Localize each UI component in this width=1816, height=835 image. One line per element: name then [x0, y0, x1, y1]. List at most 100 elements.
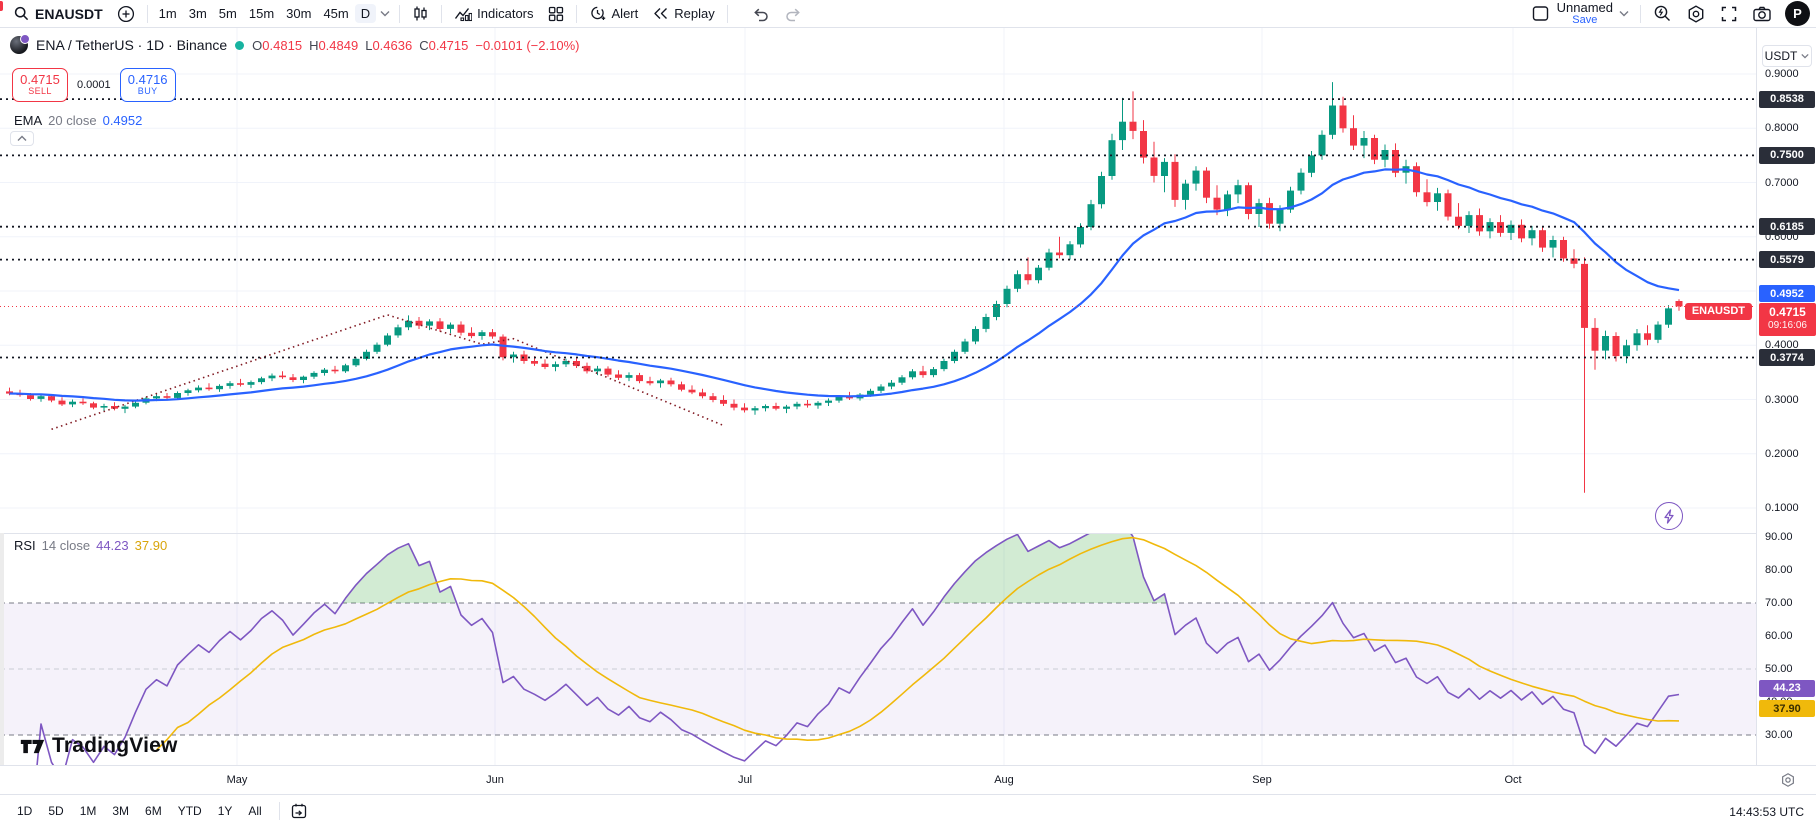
fullscreen-button[interactable]	[1713, 3, 1745, 25]
toolbar-separator	[399, 4, 401, 23]
rsi-axis-label: 90.00	[1765, 531, 1793, 543]
undo-icon	[752, 6, 770, 22]
timeframe-30m[interactable]: 30m	[286, 6, 312, 21]
rsi-pane-svg[interactable]	[0, 533, 1756, 765]
bar-countdown: 09:16:06	[1768, 320, 1807, 332]
indicators-icon	[454, 6, 473, 22]
currency-label: USDT	[1764, 49, 1798, 63]
quick-search-icon	[1653, 4, 1672, 23]
range-ytd[interactable]: YTD	[177, 804, 202, 818]
toolbar-separator	[726, 4, 728, 23]
rsi-axis-label: 80.00	[1765, 564, 1793, 576]
range-3m[interactable]: 3M	[112, 804, 130, 818]
timeframe-15m[interactable]: 15m	[248, 6, 275, 21]
redo-button[interactable]	[777, 4, 809, 24]
high-value: 0.4849	[318, 37, 359, 53]
rsi-value: 44.23	[96, 538, 129, 553]
range-1d[interactable]: 1D	[17, 804, 33, 818]
go-to-date-button[interactable]	[290, 802, 308, 820]
rsi-axis-label: 60.00	[1765, 630, 1793, 642]
chart-style-button[interactable]	[405, 3, 436, 24]
time-axis-label-may: May	[226, 774, 248, 786]
timeframe-active[interactable]: D	[354, 4, 377, 23]
settings-button[interactable]	[1679, 2, 1713, 26]
time-axis[interactable]: May Jun Jul Aug Sep Oct	[0, 765, 1816, 794]
open-value: 0.4815	[262, 37, 303, 53]
range-1y[interactable]: 1Y	[217, 804, 233, 818]
range-5d[interactable]: 5D	[48, 804, 64, 818]
pane-separator[interactable]	[0, 533, 1756, 534]
price-scale[interactable]: USDT 0.4952 0.4715 09:16:06 0.9000 0.8000…	[1756, 28, 1816, 765]
chart-area[interactable]: ENA / TetherUS · 1D · Binance O0.4815 H0…	[0, 28, 1816, 765]
price-axis-label: 0.7000	[1765, 176, 1799, 189]
alert-button[interactable]: Alert	[582, 3, 646, 25]
range-6m[interactable]: 6M	[145, 804, 162, 818]
replay-button[interactable]: Replay	[645, 4, 721, 23]
replay-rewind-icon	[652, 6, 669, 21]
level-price-badge: 0.8538	[1759, 90, 1815, 108]
rsi-params: 14 close	[41, 538, 91, 553]
toolbar-left: ENAUSDT 1m 3m 5m 15m 30m 45m D Indicators	[6, 3, 809, 25]
time-axis-label-oct: Oct	[1504, 774, 1522, 786]
timeframe-1m[interactable]: 1m	[158, 6, 177, 21]
symbol-search-button[interactable]: ENAUSDT	[6, 3, 110, 24]
indicators-label: Indicators	[477, 6, 534, 21]
close-value: 0.4715	[428, 37, 469, 53]
symbol-name: ENAUSDT	[35, 5, 103, 22]
rsi-value-badge: 37.90	[1759, 700, 1815, 718]
toolbar-separator	[278, 802, 280, 820]
range-all[interactable]: All	[248, 804, 262, 818]
price-pane-svg[interactable]	[0, 28, 1756, 533]
utc-clock[interactable]: 14:43:53 UTC	[1729, 805, 1804, 819]
sell-price: 0.4715	[20, 71, 60, 87]
save-layout-label[interactable]: Save	[1572, 13, 1598, 26]
lightning-circle-button[interactable]	[1655, 502, 1683, 530]
rsi-axis-label: 70.00	[1765, 597, 1793, 609]
timeframe-3m[interactable]: 3m	[188, 6, 207, 21]
rsi-legend[interactable]: RSI 14 close 44.23 37.90	[12, 538, 170, 553]
alert-label: Alert	[611, 6, 639, 21]
range-1m[interactable]: 1M	[79, 804, 97, 818]
layout-name: Unnamed	[1556, 0, 1613, 15]
camera-icon	[1752, 5, 1772, 23]
toolbar-separator	[575, 4, 577, 23]
currency-chevron-down-icon	[1801, 53, 1809, 59]
timeframe-chevron-down-icon[interactable]	[380, 10, 390, 17]
price-axis-label: 0.9000	[1765, 68, 1799, 80]
rsi-ma-value: 37.90	[134, 538, 168, 553]
indicator-templates-button[interactable]	[541, 4, 571, 24]
high-label: H	[309, 37, 319, 53]
spread-value: 0.0001	[74, 79, 114, 91]
buy-button[interactable]: 0.4716 BUY	[119, 68, 176, 102]
layout-square-icon	[1531, 5, 1550, 22]
indicators-button[interactable]: Indicators	[447, 4, 540, 24]
redo-icon	[784, 6, 802, 22]
price-axis-label: 0.2000	[1765, 447, 1799, 460]
timeframe-5m[interactable]: 5m	[218, 6, 237, 21]
trade-panel: 0.4715 SELL 0.0001 0.4716 BUY	[12, 68, 176, 102]
rsi-axis-label: 30.00	[1765, 729, 1793, 741]
timeframe-buttons: 1m 3m 5m 15m 30m 45m	[153, 4, 355, 23]
close-label: C	[419, 37, 429, 53]
legend-collapse-button[interactable]	[10, 131, 34, 146]
ema-name: EMA	[14, 113, 43, 128]
time-axis-label-aug: Aug	[994, 774, 1014, 786]
ema-legend[interactable]: EMA 20 close 0.4952	[12, 113, 145, 128]
snapshot-button[interactable]	[1745, 3, 1779, 25]
layout-name-menu[interactable]: Unnamed Save	[1557, 1, 1613, 26]
symbol-title[interactable]: ENA / TetherUS · 1D · Binance	[36, 37, 228, 53]
publish-avatar-button[interactable]: P	[1785, 1, 1810, 26]
layout-chevron-down-icon[interactable]	[1619, 10, 1629, 17]
change-value: −0.0101 (−2.10%)	[475, 37, 580, 53]
sell-button[interactable]: 0.4715 SELL	[12, 68, 68, 102]
time-axis-gear-icon[interactable]	[1780, 772, 1796, 788]
currency-unit-button[interactable]: USDT	[1762, 45, 1812, 67]
undo-button[interactable]	[745, 4, 777, 24]
save-layout-icon-button[interactable]	[1524, 3, 1557, 24]
timeframe-45m[interactable]: 45m	[323, 6, 349, 21]
price-axis-label: 0.1000	[1765, 502, 1799, 514]
quick-search-button[interactable]	[1646, 2, 1679, 25]
replay-label: Replay	[674, 6, 715, 21]
top-toolbar: ENAUSDT 1m 3m 5m 15m 30m 45m D Indicators	[0, 0, 1816, 28]
compare-add-button[interactable]	[110, 3, 142, 25]
